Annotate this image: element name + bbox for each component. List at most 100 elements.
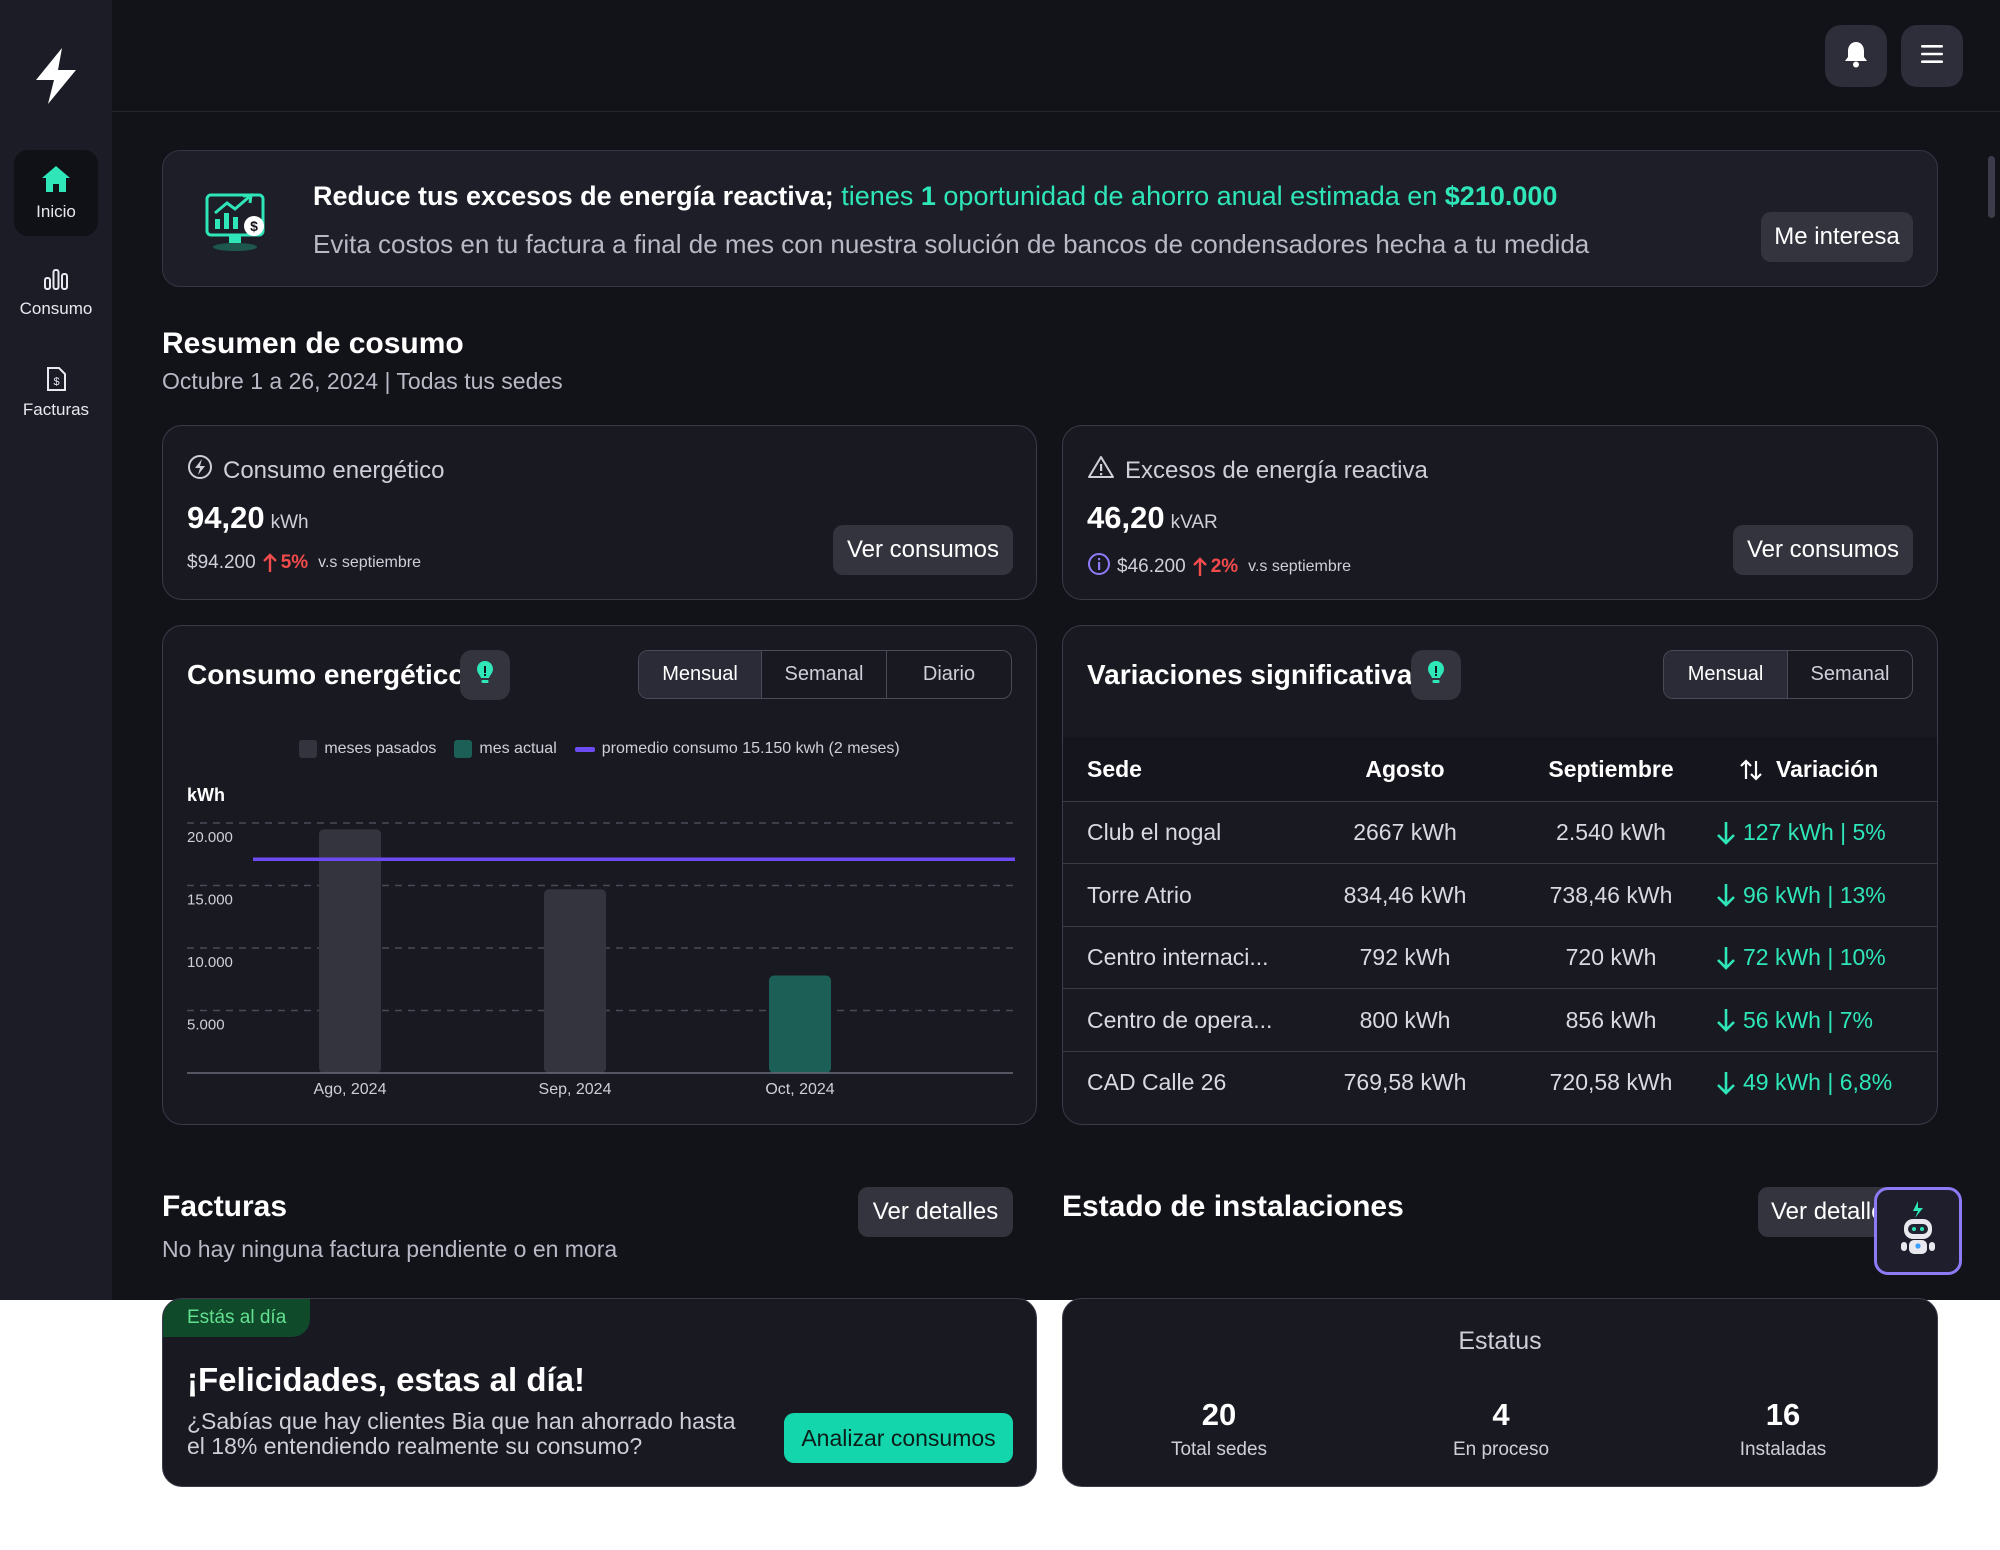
congrats-text: ¿Sabías que hay clientes Bia que han aho… xyxy=(187,1408,736,1460)
x-tick-label: Ago, 2024 xyxy=(314,1081,387,1098)
arrow-down-icon xyxy=(1717,1071,1735,1095)
arrow-down-icon xyxy=(1717,884,1735,907)
status-title: Estatus xyxy=(1458,1327,1542,1355)
arrow-up-icon xyxy=(1192,557,1207,576)
chart-legend: meses pasados mes actual promedio consum… xyxy=(163,740,1036,758)
y-tick-label: 10.000 xyxy=(187,954,233,971)
interest-button[interactable]: Me interesa xyxy=(1761,212,1913,262)
chart-period-tabs: Mensual Semanal Diario xyxy=(638,650,1012,699)
hamburger-icon xyxy=(1919,43,1945,70)
metric-card-energy: Consumo energético 94,20 kWh $94.200 5% v… xyxy=(162,425,1037,600)
tab-diario[interactable]: Diario xyxy=(922,663,976,685)
legend-item: meses pasados xyxy=(299,740,436,758)
tip-button[interactable] xyxy=(1411,650,1461,700)
change-up: 5% xyxy=(262,552,308,574)
invoices-subtitle: No hay ninguna factura pendiente o en mo… xyxy=(162,1236,618,1262)
banner-subtitle: Evita costos en tu factura a final de me… xyxy=(313,229,1590,259)
summary-title: Resumen de cosumo xyxy=(162,327,464,360)
status-badge: Estás al día xyxy=(163,1299,311,1337)
stat-total-sedes: 20 Total sedes xyxy=(1170,1397,1268,1460)
tip-button[interactable] xyxy=(460,650,510,700)
tab-semanal[interactable]: Semanal xyxy=(1810,663,1890,685)
sidebar-item-facturas[interactable]: $ Facturas xyxy=(14,350,98,436)
metric-value: 94,20 kWh xyxy=(187,500,309,535)
sidebar-item-inicio[interactable]: Inicio xyxy=(14,150,98,236)
legend-swatch xyxy=(574,746,595,752)
table-row[interactable]: Centro internaci... 792 kWh 720 kWh 72 kWh … xyxy=(1063,927,1937,989)
warning-icon xyxy=(1087,454,1115,487)
variations-title: Variaciones significativas xyxy=(1087,659,1428,690)
bar-past xyxy=(319,829,381,1073)
table-row[interactable]: Club el nogal 2667 kWh 2.540 kWh 127 kWh | … xyxy=(1063,802,1937,864)
invoices-details-button[interactable]: Ver detalles xyxy=(858,1187,1013,1237)
summary-subtitle: Octubre 1 a 26, 2024 | Todas tus sedes xyxy=(162,368,563,394)
x-tick-label: Oct, 2024 xyxy=(765,1081,834,1098)
banner-title: Reduce tus excesos de energía reactiva; … xyxy=(313,181,1558,211)
table-row[interactable]: Torre Atrio 834,46 kWh 738,46 kWh 96 kWh | … xyxy=(1063,865,1937,927)
view-consumption-button[interactable]: Ver consumos xyxy=(1733,525,1913,575)
view-consumption-button[interactable]: Ver consumos xyxy=(833,525,1013,575)
consumption-chart-card: Consumo energético Mensual Semanal Diari… xyxy=(162,625,1037,1125)
stat-en-proceso: 4 En proceso xyxy=(1452,1397,1550,1460)
variations-period-tabs: Mensual Semanal xyxy=(1663,650,1913,699)
sidebar-item-label: Consumo xyxy=(19,299,93,318)
cell-septiembre: 720,58 kWh xyxy=(1549,1069,1673,1095)
column-header-sede[interactable]: Sede xyxy=(1087,756,1142,782)
cell-sede: Torre Atrio xyxy=(1087,881,1192,908)
metric-label: Excesos de energía reactiva xyxy=(1087,454,1428,487)
table-header: Sede Agosto Septiembre Variación xyxy=(1063,737,1937,802)
cell-variacion: 96 kWh | 13% xyxy=(1715,882,1886,909)
table-row[interactable]: CAD Calle 26 769,58 kWh 720,58 kWh 49 kWh |… xyxy=(1063,1052,1937,1114)
metric-label: Consumo energético xyxy=(187,454,444,487)
legend-item: mes actual xyxy=(454,740,557,758)
sidebar-item-label: Facturas xyxy=(22,400,90,419)
svg-text:$: $ xyxy=(250,218,258,234)
bolt-circle-icon xyxy=(187,454,213,487)
cell-agosto: 769,58 kWh xyxy=(1343,1069,1467,1095)
status-card: Estatus 20 Total sedes 4 En proceso 16 I… xyxy=(1062,1298,1938,1487)
cell-septiembre: 2.540 kWh xyxy=(1556,819,1666,845)
column-header-septiembre[interactable]: Septiembre xyxy=(1548,756,1674,782)
column-header-agosto[interactable]: Agosto xyxy=(1365,756,1445,782)
cell-variacion: 127 kWh | 5% xyxy=(1715,819,1886,846)
assistant-bot-button[interactable] xyxy=(1874,1187,1962,1275)
congrats-card: Estás al día ¡Felicidades, estas al día!… xyxy=(162,1298,1037,1487)
lightbulb-icon xyxy=(1426,659,1446,692)
y-tick-label: 20.000 xyxy=(187,829,233,846)
sort-icon[interactable] xyxy=(1738,757,1764,783)
notifications-button[interactable] xyxy=(1825,25,1887,87)
congrats-title: ¡Felicidades, estas al día! xyxy=(187,1361,585,1398)
y-tick-label: 15.000 xyxy=(187,892,233,909)
cell-variacion: 72 kWh | 10% xyxy=(1715,944,1886,971)
metric-detail: $46.200 2% v.s septiembre xyxy=(1087,552,1351,582)
change-up: 2% xyxy=(1192,556,1238,578)
table-row[interactable]: Centro de opera... 800 kWh 856 kWh 56 kWh |… xyxy=(1063,990,1937,1052)
tab-mensual[interactable]: Mensual xyxy=(1664,651,1788,698)
cell-sede: Club el nogal xyxy=(1087,819,1222,845)
invoice-icon: $ xyxy=(45,366,67,392)
cell-agosto: 834,46 kWh xyxy=(1343,881,1467,908)
tab-semanal[interactable]: Semanal xyxy=(762,651,887,698)
cell-septiembre: 856 kWh xyxy=(1565,1006,1657,1033)
info-icon[interactable] xyxy=(1087,552,1111,582)
bar-current xyxy=(769,975,831,1073)
cell-variacion: 49 kWh | 6,8% xyxy=(1715,1069,1892,1096)
arrow-down-icon xyxy=(1717,946,1735,970)
sidebar-item-consumo[interactable]: Consumo xyxy=(14,250,98,336)
cell-septiembre: 720 kWh xyxy=(1565,944,1657,970)
legend-item: promedio consumo 15.150 kwh (2 meses) xyxy=(574,740,900,758)
scrollbar-thumb[interactable] xyxy=(1988,156,1995,218)
analyze-consumption-button[interactable]: Analizar consumos xyxy=(784,1413,1013,1463)
sidebar-item-label: Inicio xyxy=(36,202,76,221)
column-header-variacion[interactable]: Variación xyxy=(1738,756,1878,783)
installations-title: Estado de instalaciones xyxy=(1062,1190,1404,1223)
y-axis-label: kWh xyxy=(187,785,225,805)
arrow-down-icon xyxy=(1717,821,1735,845)
home-icon xyxy=(40,164,72,194)
bolt-logo-icon[interactable] xyxy=(28,46,84,106)
cell-agosto: 2667 kWh xyxy=(1353,819,1457,845)
cell-variacion: 56 kWh | 7% xyxy=(1715,1007,1873,1034)
menu-button[interactable] xyxy=(1901,25,1963,87)
tab-mensual[interactable]: Mensual xyxy=(639,651,762,698)
